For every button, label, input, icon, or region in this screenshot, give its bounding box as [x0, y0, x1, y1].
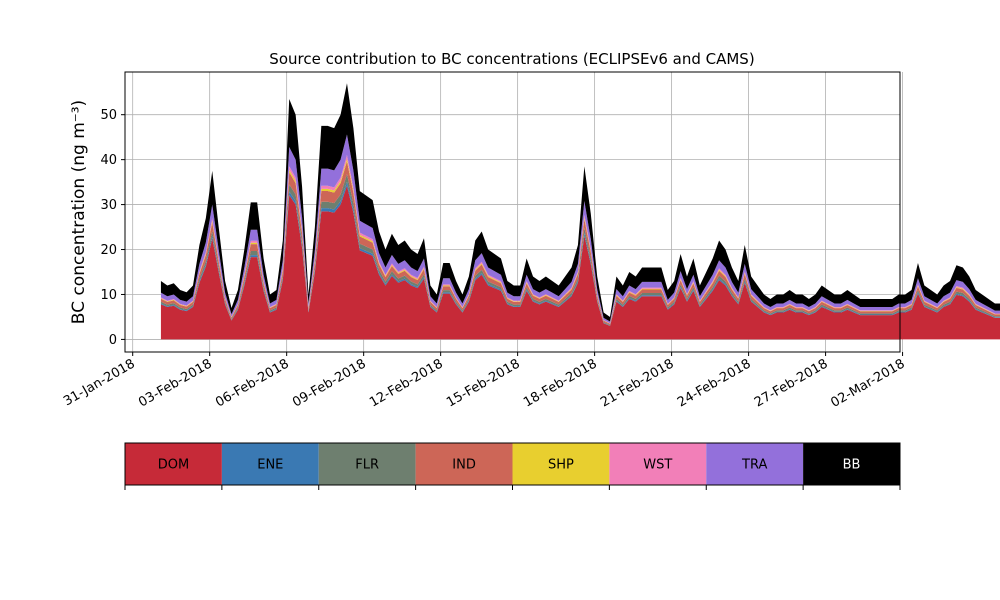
- axes-frame: [124, 71, 901, 353]
- legend-label-ind: IND: [452, 458, 476, 473]
- x-tick-label: 12-Feb-2018: [367, 356, 446, 410]
- y-tick-label: 40: [100, 153, 117, 168]
- x-tick-label: 24-Feb-2018: [675, 356, 754, 410]
- x-tick-label: 03-Feb-2018: [136, 356, 215, 410]
- legend-swatch-bb: [803, 443, 900, 485]
- legend-swatch-dom: [125, 443, 222, 485]
- y-tick-label: 10: [100, 288, 117, 303]
- legend-label-shp: SHP: [548, 458, 574, 473]
- x-tick-label: 06-Feb-2018: [213, 356, 292, 410]
- x-tick-label: 09-Feb-2018: [290, 356, 369, 410]
- x-tick-label: 15-Feb-2018: [444, 356, 523, 410]
- x-axis: 31-Jan-201803-Feb-201806-Feb-201809-Feb-…: [61, 352, 908, 411]
- area-series-dom: [160, 185, 1000, 340]
- x-tick-label: 21-Feb-2018: [598, 356, 677, 410]
- legend-swatch-tra: [706, 443, 804, 485]
- x-tick-label: 02-Mar-2018: [828, 356, 907, 410]
- legend-label-wst: WST: [643, 458, 672, 473]
- y-tick-label: 0: [109, 333, 117, 348]
- stacked-areas: [160, 83, 1000, 340]
- legend-swatch-wst: [609, 443, 707, 485]
- legend-label-dom: DOM: [158, 458, 189, 473]
- y-tick-label: 20: [100, 243, 117, 258]
- legend-swatch-ind: [415, 443, 513, 485]
- legend-label-flr: FLR: [355, 458, 379, 473]
- chart-title: Source contribution to BC concentrations…: [269, 50, 754, 68]
- plot-frame: [124, 71, 901, 353]
- legend-swatch-flr: [318, 443, 416, 485]
- legend-label-ene: ENE: [257, 458, 283, 473]
- y-axis-label: BC concentration (ng m⁻³): [69, 100, 89, 324]
- x-tick-label: 31-Jan-2018: [61, 356, 138, 409]
- legend-label-bb: BB: [843, 458, 861, 473]
- legend-label-tra: TRA: [741, 458, 767, 473]
- x-tick-label: 27-Feb-2018: [752, 356, 831, 410]
- y-tick-label: 30: [100, 198, 117, 213]
- legend-swatch-shp: [512, 443, 610, 485]
- y-tick-label: 50: [100, 108, 117, 123]
- legend-swatch-ene: [221, 443, 319, 485]
- x-tick-label: 18-Feb-2018: [521, 356, 600, 410]
- legend-colorbar: DOM ENE FLR IND SHP WST TRA BB: [124, 442, 901, 490]
- y-axis: 0 10 20 30 40 50: [100, 108, 125, 348]
